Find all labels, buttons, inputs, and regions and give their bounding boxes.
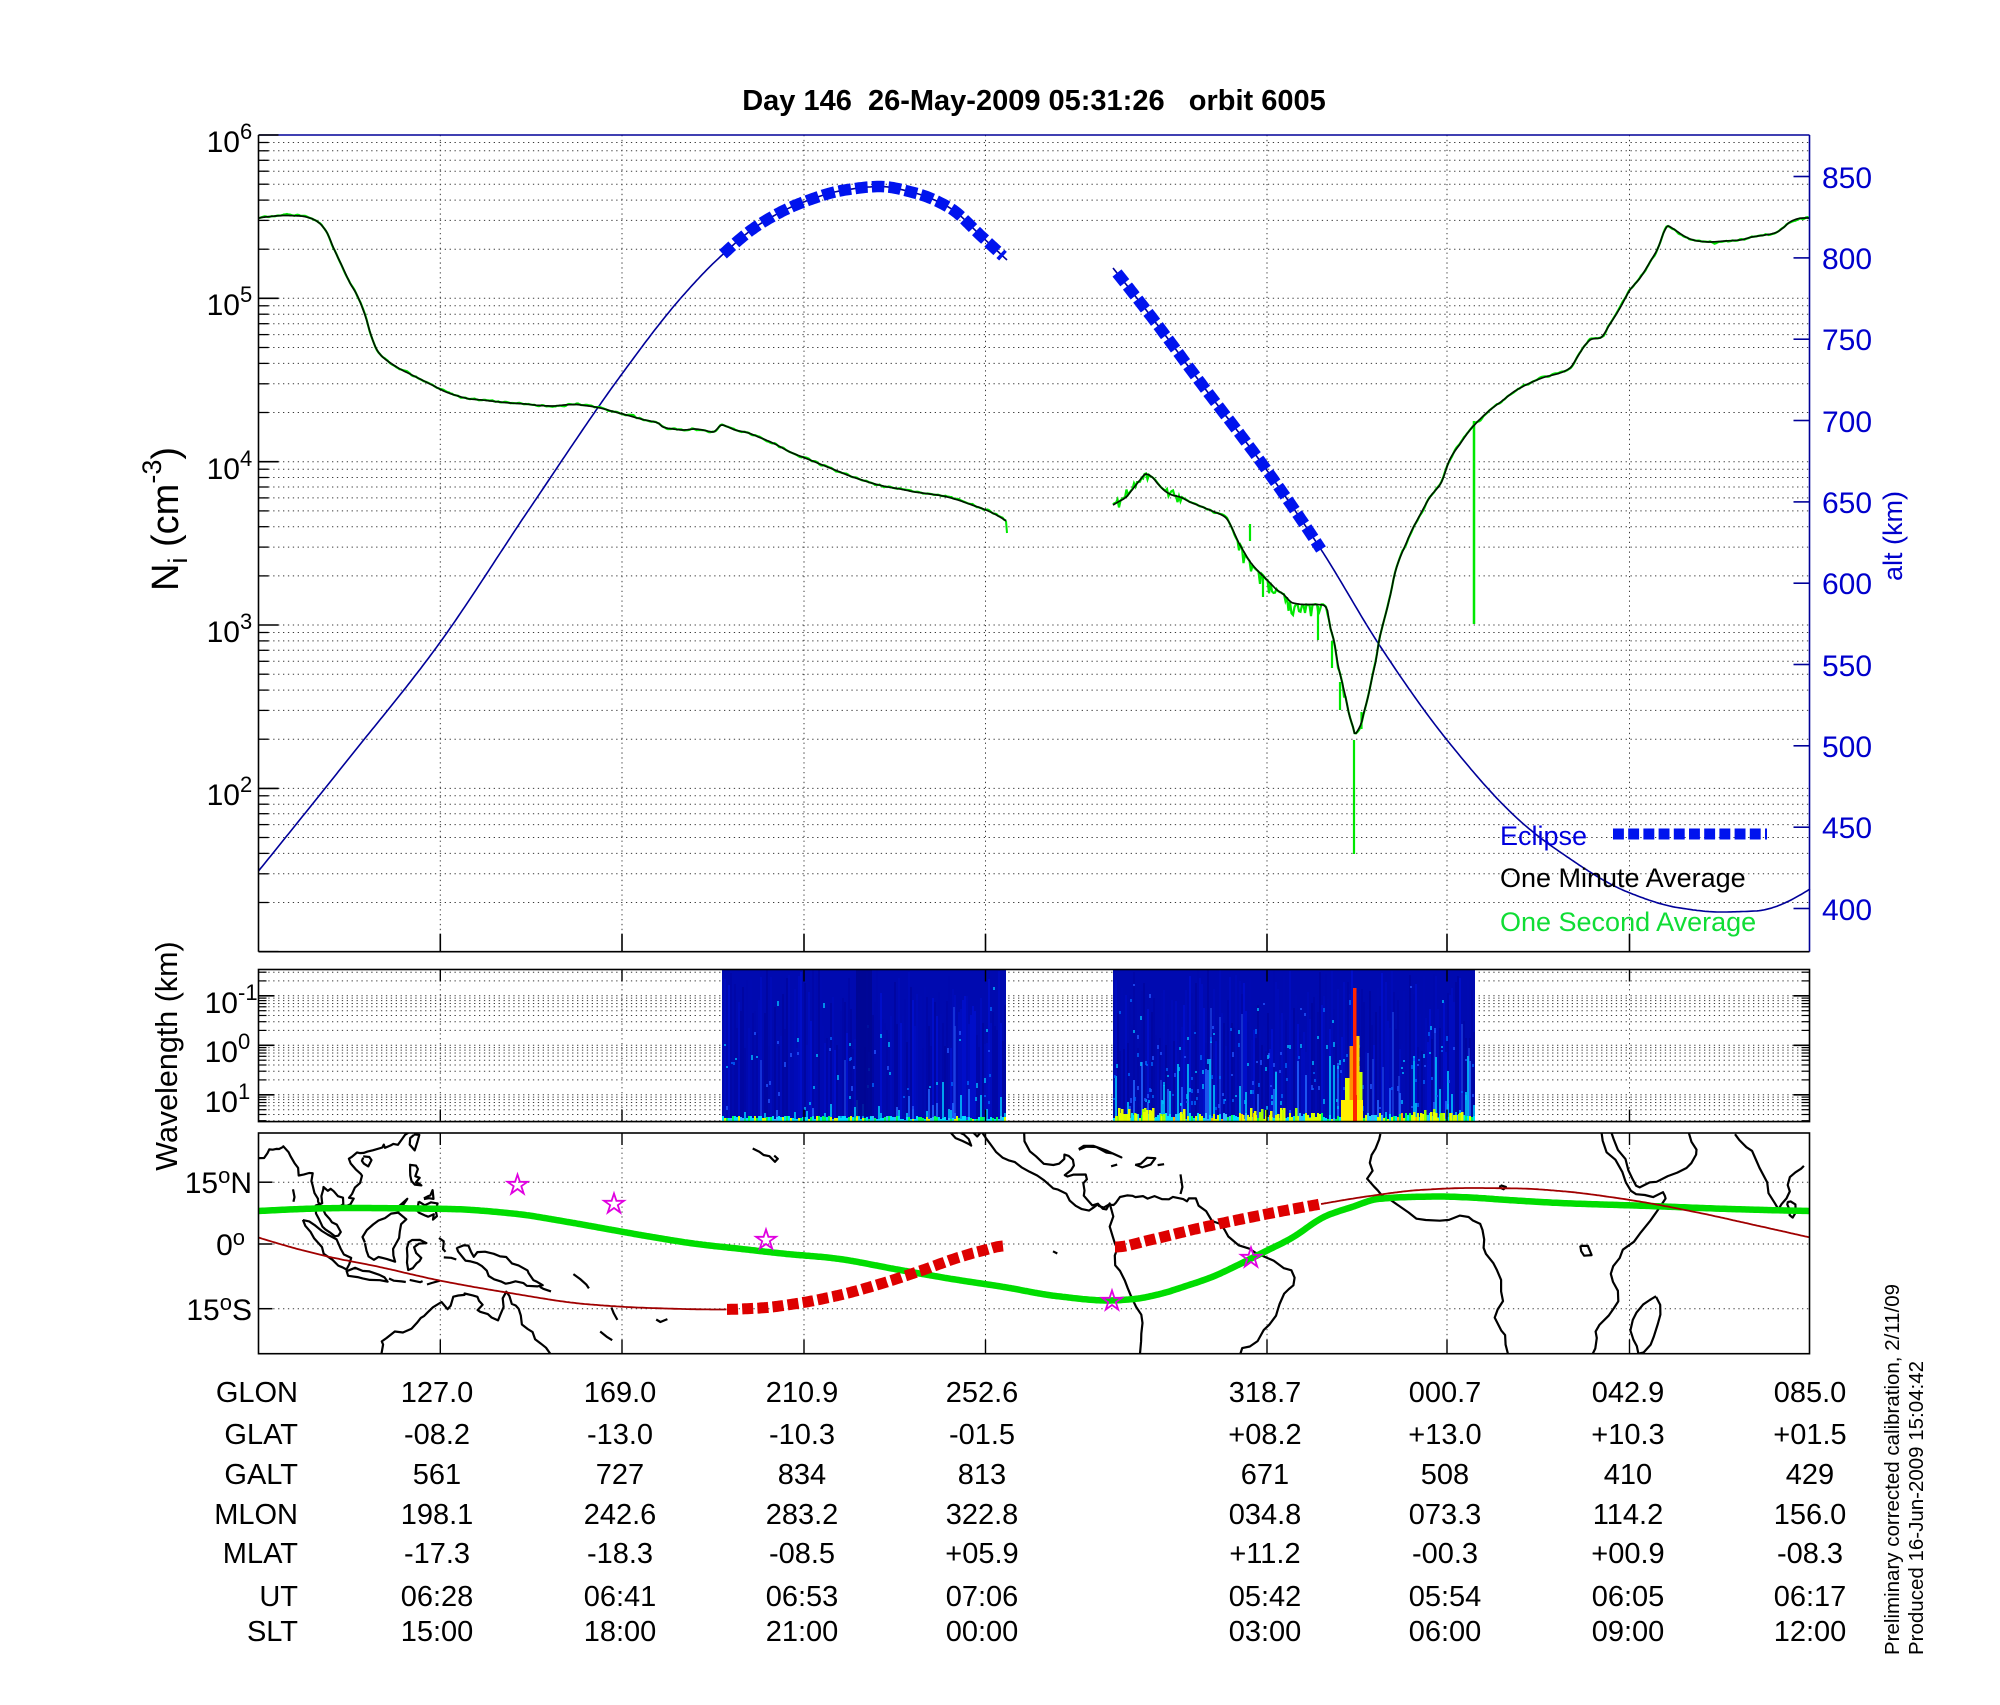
svg-text:06:05: 06:05: [1592, 1581, 1665, 1613]
svg-text:06:53: 06:53: [766, 1581, 839, 1613]
svg-text:15oS: 15oS: [186, 1290, 252, 1327]
svg-text:-08.5: -08.5: [769, 1538, 835, 1570]
svg-text:322.8: 322.8: [946, 1499, 1019, 1531]
svg-text:450: 450: [1822, 812, 1872, 845]
svg-text:Produced 16-Jun-2009 15:04:42: Produced 16-Jun-2009 15:04:42: [1905, 1361, 1928, 1655]
svg-text:-08.3: -08.3: [1777, 1538, 1843, 1570]
svg-text:6: 6: [240, 119, 252, 144]
svg-text:06:41: 06:41: [584, 1581, 657, 1613]
svg-text:10: 10: [205, 987, 238, 1020]
svg-text:1: 1: [238, 1079, 250, 1104]
svg-text:-18.3: -18.3: [587, 1538, 653, 1570]
svg-text:SLT: SLT: [247, 1616, 298, 1648]
svg-text:One Second Average: One Second Average: [1500, 907, 1756, 937]
svg-text:550: 550: [1822, 650, 1872, 683]
svg-text:12:00: 12:00: [1774, 1616, 1847, 1648]
svg-text:10: 10: [207, 126, 240, 159]
svg-text:alt (km): alt (km): [1878, 491, 1908, 581]
svg-text:15:00: 15:00: [401, 1616, 474, 1648]
svg-text:252.6: 252.6: [946, 1377, 1019, 1409]
svg-text:4: 4: [240, 446, 252, 471]
svg-text:700: 700: [1822, 406, 1872, 439]
svg-text:06:28: 06:28: [401, 1581, 474, 1613]
svg-text:+08.2: +08.2: [1228, 1419, 1301, 1451]
svg-text:One Minute Average: One Minute Average: [1500, 863, 1746, 893]
svg-text:410: 410: [1604, 1459, 1652, 1491]
svg-text:156.0: 156.0: [1774, 1499, 1847, 1531]
svg-text:210.9: 210.9: [766, 1377, 839, 1409]
svg-text:5: 5: [240, 282, 252, 307]
svg-text:MLON: MLON: [214, 1499, 298, 1531]
svg-text:Eclipse: Eclipse: [1500, 821, 1587, 851]
svg-text:09:00: 09:00: [1592, 1616, 1665, 1648]
svg-text:+13.0: +13.0: [1408, 1419, 1481, 1451]
svg-text:05:54: 05:54: [1409, 1581, 1482, 1613]
svg-text:GLON: GLON: [216, 1377, 298, 1409]
svg-text:18:00: 18:00: [584, 1616, 657, 1648]
svg-text:750: 750: [1822, 324, 1872, 357]
svg-text:400: 400: [1822, 894, 1872, 927]
svg-text:114.2: 114.2: [1593, 1499, 1663, 1531]
svg-text:0: 0: [238, 1029, 250, 1054]
svg-text:198.1: 198.1: [401, 1499, 474, 1531]
svg-text:429: 429: [1786, 1459, 1834, 1491]
svg-text:10: 10: [207, 453, 240, 486]
svg-text:10: 10: [205, 1086, 238, 1119]
svg-text:06:00: 06:00: [1409, 1616, 1482, 1648]
svg-text:GLAT: GLAT: [224, 1419, 298, 1451]
svg-text:800: 800: [1822, 243, 1872, 276]
svg-text:-1: -1: [238, 980, 258, 1005]
svg-text:03:00: 03:00: [1229, 1616, 1302, 1648]
svg-text:-17.3: -17.3: [404, 1538, 470, 1570]
svg-text:+01.5: +01.5: [1773, 1419, 1846, 1451]
svg-text:00:00: 00:00: [946, 1616, 1019, 1648]
svg-text:671: 671: [1241, 1459, 1289, 1491]
svg-text:GALT: GALT: [224, 1459, 298, 1491]
svg-text:MLAT: MLAT: [223, 1538, 298, 1570]
svg-text:2: 2: [240, 772, 252, 797]
svg-text:073.3: 073.3: [1409, 1499, 1482, 1531]
svg-text:+11.2: +11.2: [1229, 1538, 1300, 1570]
svg-text:10: 10: [207, 289, 240, 322]
svg-text:318.7: 318.7: [1229, 1377, 1302, 1409]
svg-text:561: 561: [413, 1459, 461, 1491]
svg-text:05:42: 05:42: [1229, 1581, 1302, 1613]
svg-text:283.2: 283.2: [766, 1499, 839, 1531]
svg-text:813: 813: [958, 1459, 1006, 1491]
svg-text:034.8: 034.8: [1229, 1499, 1302, 1531]
svg-text:242.6: 242.6: [584, 1499, 657, 1531]
svg-text:600: 600: [1822, 568, 1872, 601]
svg-text:834: 834: [778, 1459, 826, 1491]
svg-text:-00.3: -00.3: [1412, 1538, 1478, 1570]
svg-text:3: 3: [240, 609, 252, 634]
svg-text:21:00: 21:00: [766, 1616, 839, 1648]
svg-text:085.0: 085.0: [1774, 1377, 1847, 1409]
svg-text:-01.5: -01.5: [949, 1419, 1015, 1451]
svg-text:10: 10: [207, 779, 240, 812]
svg-text:850: 850: [1822, 162, 1872, 195]
svg-text:07:06: 07:06: [946, 1581, 1019, 1613]
svg-text:10: 10: [205, 1036, 238, 1069]
svg-text:Preliminary corrected calibrat: Preliminary corrected calibration, 2/11/…: [1881, 1284, 1904, 1655]
svg-text:+05.9: +05.9: [945, 1538, 1018, 1570]
svg-text:169.0: 169.0: [584, 1377, 657, 1409]
svg-text:10: 10: [207, 616, 240, 649]
svg-text:042.9: 042.9: [1592, 1377, 1665, 1409]
svg-text:727: 727: [596, 1459, 644, 1491]
svg-text:000.7: 000.7: [1409, 1377, 1482, 1409]
svg-text:Wavelength (km): Wavelength (km): [150, 941, 184, 1170]
svg-text:-10.3: -10.3: [769, 1419, 835, 1451]
svg-text:+00.9: +00.9: [1591, 1538, 1664, 1570]
svg-text:-13.0: -13.0: [587, 1419, 653, 1451]
svg-text:Day 146 26-May-2009 05:31:26: Day 146 26-May-2009 05:31:26 orbit 6005: [742, 85, 1326, 117]
svg-text:+10.3: +10.3: [1591, 1419, 1664, 1451]
svg-text:650: 650: [1822, 487, 1872, 520]
svg-text:-08.2: -08.2: [404, 1419, 470, 1451]
svg-text:508: 508: [1421, 1459, 1469, 1491]
svg-text:500: 500: [1822, 731, 1872, 764]
svg-text:UT: UT: [259, 1581, 298, 1613]
svg-text:127.0: 127.0: [401, 1377, 474, 1409]
svg-text:06:17: 06:17: [1774, 1581, 1847, 1613]
